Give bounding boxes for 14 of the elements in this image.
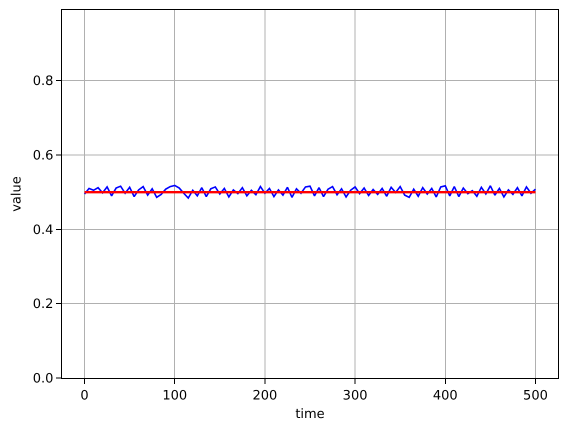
y-tick-label: 0.4 — [32, 222, 54, 238]
x-tick-label: 300 — [342, 388, 368, 404]
x-axis-title: time — [295, 407, 325, 422]
x-tick-label: 100 — [162, 388, 188, 404]
y-tick-label: 0.0 — [32, 372, 54, 387]
y-axis-title: value — [10, 176, 25, 212]
y-tick-label: 0.2 — [32, 297, 54, 312]
x-tick-label: 400 — [432, 388, 458, 404]
x-tick-label: 0 — [80, 388, 89, 404]
x-tick-label: 500 — [523, 388, 548, 404]
x-tick-label: 200 — [252, 388, 278, 404]
y-tick-label: 0.6 — [32, 148, 54, 164]
line-series — [84, 184, 536, 199]
y-tick-label: 0.8 — [32, 74, 54, 90]
